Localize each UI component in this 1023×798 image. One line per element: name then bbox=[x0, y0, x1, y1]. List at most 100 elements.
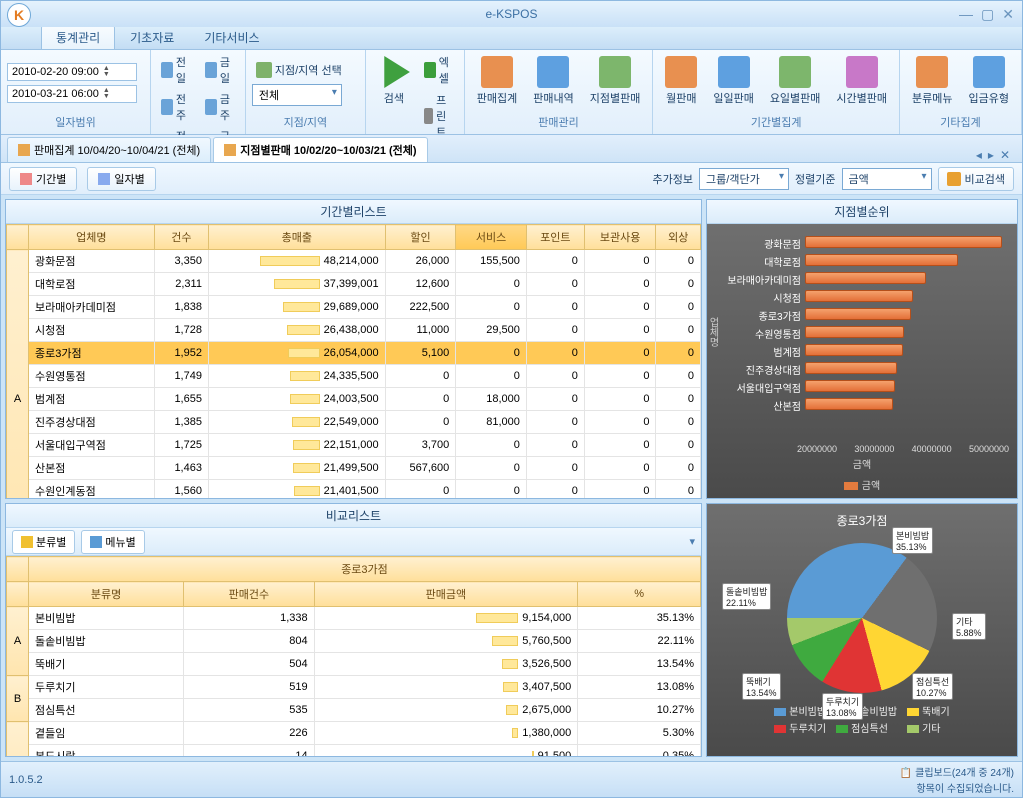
pie-slice-label: 점심특선10.27% bbox=[912, 673, 953, 700]
pie-slice-label: 본비빔밥35.13% bbox=[892, 527, 933, 554]
close-icon[interactable]: ✕ bbox=[1002, 6, 1014, 23]
document-tabs: 판매집계 10/04/20~10/04/21 (전체)지점별판매 10/02/2… bbox=[1, 135, 1022, 163]
branch-select-combo[interactable]: 전체 bbox=[252, 84, 342, 106]
legend-item: 점심특선 bbox=[836, 720, 897, 735]
compare-title: 비교리스트 bbox=[6, 504, 701, 528]
extra-label: 추가정보 bbox=[653, 171, 693, 187]
table-row[interactable]: A본비빔밥1,3389,154,00035.13% bbox=[7, 607, 701, 630]
table-row[interactable]: 시청점1,72826,438,00011,00029,500000 bbox=[7, 319, 701, 342]
table-row[interactable]: 종로3가점1,95226,054,0005,1000000 bbox=[7, 342, 701, 365]
pie-panel: 종로3가점 본비빔밥35.13%돌솥비빔밥22.11%뚝배기13.54%두루치기… bbox=[706, 503, 1018, 757]
rank-chart-panel: 지점별순위 업체명 광화문점대학로점보라매아카데미점시청점종로3가점수원영통점범… bbox=[706, 199, 1018, 499]
chart-legend: 금액 bbox=[707, 471, 1017, 498]
bar-row: 보라매아카데미점 bbox=[715, 270, 1009, 288]
ribbon-월판매[interactable]: 월판매 bbox=[659, 52, 703, 110]
date-to-input[interactable]: 2010-03-21 06:00▲▼ bbox=[7, 85, 137, 103]
view-toolbar: 기간별 일자별 추가정보 그룹/객단가 정렬기준 금액 비교검색 bbox=[1, 163, 1022, 195]
bar-row: 광화문점 bbox=[715, 234, 1009, 252]
table-row[interactable]: A광화문점3,35048,214,00026,000155,500000 bbox=[7, 250, 701, 273]
main-grid-title: 기간별리스트 bbox=[6, 200, 701, 224]
app-title: e-KSPOS bbox=[485, 7, 537, 21]
compare-table[interactable]: 종로3가점분류명판매건수판매금액%A본비빔밥1,3389,154,00035.1… bbox=[6, 556, 701, 756]
subtab-menu[interactable]: 메뉴별 bbox=[81, 530, 144, 554]
table-row[interactable]: 본도시락1491,5000.35% bbox=[7, 745, 701, 757]
pie-slice-label: 기타5.88% bbox=[952, 613, 986, 640]
ribbon-분류메뉴[interactable]: 분류메뉴 bbox=[906, 52, 958, 110]
ribbon-요일별판매[interactable]: 요일별판매 bbox=[764, 52, 827, 110]
group-label-sales: 판매관리 bbox=[471, 114, 647, 132]
table-row[interactable]: 서울대입구역점1,72522,151,0003,7000000 bbox=[7, 434, 701, 457]
table-row[interactable]: 산본점1,46321,499,500567,6000000 bbox=[7, 457, 701, 480]
version-label: 1.0.5.2 bbox=[9, 774, 43, 786]
legend-item: 본비빔밥 bbox=[774, 703, 826, 718]
window-controls: — ▢ ✕ bbox=[959, 6, 1014, 23]
doctab-prev-icon[interactable]: ◂ bbox=[976, 148, 982, 162]
titlebar: K e-KSPOS — ▢ ✕ bbox=[1, 1, 1022, 27]
doctab-nav: ◂ ▸ ✕ bbox=[976, 148, 1016, 162]
bar-row: 수원영통점 bbox=[715, 324, 1009, 342]
ribbon-시간별판매[interactable]: 시간별판매 bbox=[830, 52, 893, 110]
rank-chart-title: 지점별순위 bbox=[707, 200, 1017, 224]
menu-tab-basic[interactable]: 기초자료 bbox=[115, 25, 189, 49]
group-label-period: 기간별집계 bbox=[659, 114, 893, 132]
ribbon-지점별판매[interactable]: 지점별판매 bbox=[584, 52, 647, 110]
table-row[interactable]: 범계점1,65524,003,500018,000000 bbox=[7, 388, 701, 411]
status-message: 항목이 수집되었습니다. bbox=[916, 780, 1014, 795]
table-row[interactable]: 보라매아카데미점1,83829,689,000222,5000000 bbox=[7, 296, 701, 319]
ribbon-일일판매[interactable]: 일일판매 bbox=[707, 52, 759, 110]
group-label-etc: 기타집계 bbox=[906, 114, 1015, 132]
compare-search-button[interactable]: 비교검색 bbox=[938, 167, 1014, 191]
table-row[interactable]: 돌솥비빔밥8045,760,50022.11% bbox=[7, 630, 701, 653]
table-row[interactable]: 뚝배기5043,526,50013.54% bbox=[7, 653, 701, 676]
search-button[interactable]: 검색 bbox=[372, 52, 416, 110]
chart-xlabel: 금액 bbox=[707, 456, 1017, 471]
menu-tab-other[interactable]: 기타서비스 bbox=[189, 25, 274, 49]
minimize-icon[interactable]: — bbox=[959, 6, 973, 23]
app-window: K e-KSPOS — ▢ ✕ 통계관리 기초자료 기타서비스 2010-02-… bbox=[0, 0, 1023, 798]
datepreset-금일[interactable]: 금일 bbox=[201, 52, 239, 88]
ribbon-판매집계[interactable]: 판매집계 bbox=[471, 52, 523, 110]
chart-ylabel: 업체명 bbox=[706, 317, 720, 347]
menu-tabs: 통계관리 기초자료 기타서비스 bbox=[1, 27, 1022, 49]
bar-row: 산본점 bbox=[715, 396, 1009, 414]
viewtab-period[interactable]: 기간별 bbox=[9, 167, 77, 191]
branch-select-header: 지점/지역 선택 bbox=[252, 60, 346, 80]
ribbon-입금유형[interactable]: 입금유형 bbox=[963, 52, 1015, 110]
menu-tab-stats[interactable]: 통계관리 bbox=[41, 25, 115, 49]
subtab-category[interactable]: 분류별 bbox=[12, 530, 75, 554]
datepreset-전주[interactable]: 전주 bbox=[157, 89, 195, 125]
maximize-icon[interactable]: ▢ bbox=[981, 6, 994, 23]
viewtab-daily[interactable]: 일자별 bbox=[87, 167, 155, 191]
table-row[interactable]: 진주경상대점1,38522,549,000081,000000 bbox=[7, 411, 701, 434]
date-from-input[interactable]: 2010-02-20 09:00▲▼ bbox=[7, 63, 137, 81]
extra-combo[interactable]: 그룹/객단가 bbox=[699, 168, 789, 190]
table-row[interactable]: 수원인계동점1,56021,401,50000000 bbox=[7, 480, 701, 499]
table-row[interactable]: 수원영통점1,74924,335,50000000 bbox=[7, 365, 701, 388]
bar-row: 대학로점 bbox=[715, 252, 1009, 270]
table-row[interactable]: C곁들임2261,380,0005.30% bbox=[7, 722, 701, 745]
legend-item: 기타 bbox=[907, 720, 950, 735]
compare-drop-icon[interactable]: ▾ bbox=[689, 535, 695, 548]
datepreset-전일[interactable]: 전일 bbox=[157, 52, 195, 88]
ribbon-판매내역[interactable]: 판매내역 bbox=[527, 52, 579, 110]
doctab-next-icon[interactable]: ▸ bbox=[988, 148, 994, 162]
bar-row: 종로3가점 bbox=[715, 306, 1009, 324]
group-label-branch: 지점/지역 bbox=[252, 114, 359, 132]
bar-row: 범계점 bbox=[715, 342, 1009, 360]
legend-item: 두루치기 bbox=[774, 720, 826, 735]
table-row[interactable]: 대학로점2,31137,399,00112,6000000 bbox=[7, 273, 701, 296]
sort-combo[interactable]: 금액 bbox=[842, 168, 932, 190]
doctab-close-icon[interactable]: ✕ bbox=[1000, 148, 1010, 162]
main-table[interactable]: 업체명건수총매출할인서비스포인트보관사용외상A광화문점3,35048,214,0… bbox=[6, 224, 701, 498]
doctab[interactable]: 지점별판매 10/02/20~10/03/21 (전체) bbox=[213, 137, 427, 162]
group-label-daterange: 일자범위 bbox=[7, 114, 144, 132]
bar-row: 시청점 bbox=[715, 288, 1009, 306]
excel-button[interactable]: 엑셀 bbox=[420, 52, 458, 88]
table-row[interactable]: B두루치기5193,407,50013.08% bbox=[7, 676, 701, 699]
chart-x-axis: 20000000300000004000000050000000 bbox=[707, 444, 1017, 454]
doctab[interactable]: 판매집계 10/04/20~10/04/21 (전체) bbox=[7, 137, 211, 162]
app-logo[interactable]: K bbox=[7, 3, 31, 27]
datepreset-금주[interactable]: 금주 bbox=[201, 89, 239, 125]
table-row[interactable]: 점심특선5352,675,00010.27% bbox=[7, 699, 701, 722]
statusbar: 1.0.5.2 📋 클립보드(24개 중 24개) 항목이 수집되었습니다. bbox=[1, 761, 1022, 797]
